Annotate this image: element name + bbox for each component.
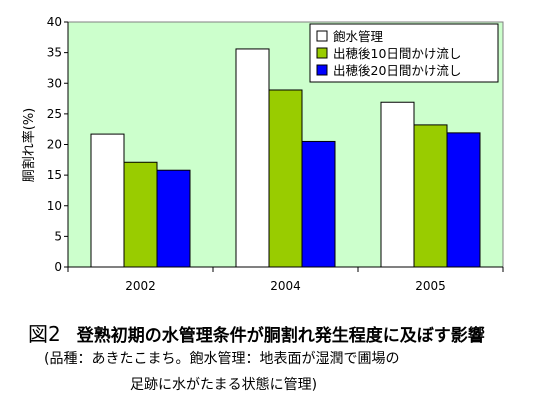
legend-box (309, 23, 499, 83)
bar (268, 89, 303, 268)
bar (235, 48, 270, 268)
figure-label: 図2 (28, 322, 61, 346)
bar (446, 132, 481, 268)
bar (123, 161, 158, 268)
bar (156, 169, 191, 268)
bar (90, 133, 125, 268)
legend-label: 出穂後10日間かけ流し (333, 46, 461, 61)
y-tick-label: 20 (47, 138, 62, 152)
figure-caption: 図2 登熟初期の水管理条件が胴割れ発生程度に及ぼす影響 (28, 318, 543, 347)
bar (413, 124, 448, 268)
bar-chart: 0 5 10 15 20 25 30 35 40 2002 2004 2005 胴割れ率(%) 飽水… (21, 15, 504, 293)
x-tick-label: 2004 (270, 279, 301, 293)
x-tick-label: 2005 (415, 279, 446, 293)
figure-note-line-2: 足跡に水がたまる状態に管理) (130, 377, 318, 393)
y-tick-label: 40 (47, 15, 62, 29)
legend-swatch (316, 30, 328, 42)
y-tick-label: 30 (47, 76, 62, 90)
x-axis: 2002 2004 2005 (67, 266, 504, 293)
figure-title: 登熟初期の水管理条件が胴割れ発生程度に及ぼす影響 (76, 326, 485, 346)
y-tick-label: 10 (47, 199, 62, 213)
bars (90, 48, 481, 268)
legend-swatch (316, 64, 328, 76)
y-tick-label: 0 (54, 260, 62, 274)
bar (301, 140, 336, 268)
legend-label: 出穂後20日間かけ流し (333, 63, 461, 78)
bar (380, 101, 415, 268)
y-tick-label: 35 (47, 46, 62, 60)
legend-swatch (316, 47, 328, 59)
y-tick-label: 15 (47, 168, 62, 182)
y-tick-label: 5 (54, 229, 62, 243)
legend-label: 飽水管理 (333, 29, 384, 44)
y-axis-label: 胴割れ率(%) (21, 108, 37, 183)
y-tick-label: 25 (47, 107, 62, 121)
figure-note-line-1: (品種：あきたこまち。飽水管理：地表面が湿潤で圃場の (44, 351, 400, 367)
x-tick-label: 2002 (125, 279, 156, 293)
y-axis: 0 5 10 15 20 25 30 35 40 (47, 15, 69, 274)
